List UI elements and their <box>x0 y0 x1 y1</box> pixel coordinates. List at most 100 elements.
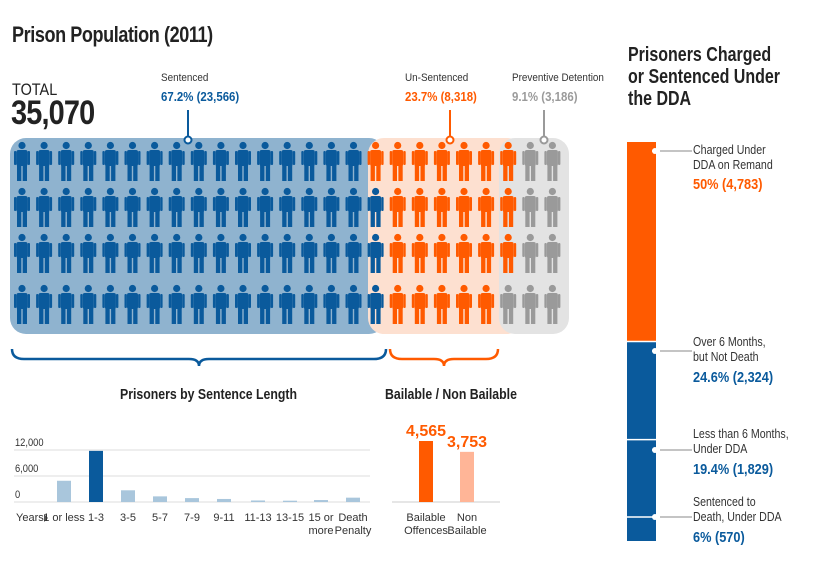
preventive-value: 9.1% (3,186) <box>512 89 578 104</box>
unsentenced-label: Un-Sentenced <box>405 72 469 84</box>
sentenced-person-icon <box>36 187 53 227</box>
sentenced-person-icon <box>257 233 274 273</box>
unsentenced-person-icon <box>433 284 450 324</box>
sentenced-person-icon <box>102 187 119 227</box>
unsentenced-person-icon <box>478 187 495 227</box>
dda-seg-3-line-1: Less than 6 Months, <box>693 427 789 441</box>
sentenced-person-icon <box>279 187 296 227</box>
unsentenced-person-icon <box>411 141 428 181</box>
dda-seg-2-line-2: but Not Death <box>693 350 759 364</box>
sentence-length-bar <box>121 490 135 502</box>
sentenced-person-icon <box>235 141 251 181</box>
preventive-person-icon <box>544 187 561 227</box>
sentenced-person-icon <box>14 284 30 324</box>
sentenced-person-icon <box>301 284 318 324</box>
sentenced-person-icon <box>279 141 296 181</box>
dda-title-line-2: or Sentenced Under <box>628 66 781 88</box>
dda-seg-3-line-2: Under DDA <box>693 442 748 456</box>
unsentenced-person-icon <box>456 187 472 227</box>
category-label: 3-5 <box>120 512 136 524</box>
dda-seg-4-line-1: Sentenced to <box>693 495 756 509</box>
unsentenced-person-icon <box>367 141 384 181</box>
unsentenced-person-icon <box>500 233 517 273</box>
lower-charts: 0 6,000 12,000 Years 1 or less 1-3 3-5 5-7 7-9 9… <box>14 423 500 537</box>
bailable-value-label: 4,565 <box>406 423 446 440</box>
sentence-length-bar <box>89 450 103 502</box>
unsentenced-leader-dot <box>445 135 455 145</box>
total-value: 35,070 <box>11 94 95 132</box>
dda-segment <box>627 341 656 440</box>
category-label: 1 or less <box>43 512 85 524</box>
pictograph <box>10 110 569 367</box>
sentenced-person-icon <box>80 187 97 227</box>
unsentenced-person-icon <box>433 141 450 181</box>
sentence-length-bar <box>57 480 71 502</box>
sentenced-person-icon <box>58 187 75 227</box>
bailable-title: Bailable / Non Bailable <box>385 386 517 403</box>
category-label: Penalty <box>335 525 372 537</box>
unsentenced-person-icon <box>456 284 472 324</box>
sentenced-person-icon <box>80 233 97 273</box>
unsentenced-person-icon <box>411 233 428 273</box>
sentence-length-bar <box>217 498 231 502</box>
sentenced-person-icon <box>235 187 251 227</box>
sentenced-person-icon <box>146 141 163 181</box>
sentenced-person-icon <box>168 187 185 227</box>
sentenced-leader-dot <box>183 135 193 145</box>
sentenced-person-icon <box>168 284 185 324</box>
sentenced-person-icon <box>80 284 97 324</box>
sentenced-person-icon <box>257 284 274 324</box>
unsentenced-person-icon <box>478 284 495 324</box>
sentenced-person-icon <box>190 141 207 181</box>
sentenced-person-icon <box>124 187 141 227</box>
sentenced-person-icon <box>323 187 340 227</box>
dda-seg-1-line-1: Charged Under <box>693 143 766 157</box>
dda-segment <box>627 142 656 342</box>
preventive-region <box>499 138 569 334</box>
sentenced-person-icon <box>367 233 384 273</box>
dda-title: Prisoners Charged or Sentenced Under the… <box>628 44 780 110</box>
unsentenced-person-icon <box>411 187 428 227</box>
sentenced-person-icon <box>257 187 274 227</box>
sentenced-person-icon <box>212 187 229 227</box>
total-label: TOTAL <box>12 80 58 99</box>
sentenced-person-icon <box>212 233 229 273</box>
dda-title-line-1: Prisoners Charged <box>628 44 772 66</box>
x-axis-arrow-icon <box>44 514 48 522</box>
sentenced-person-icon <box>58 233 75 273</box>
bailable-category-label: Offences <box>404 525 448 537</box>
bailable-value-label: 3,753 <box>447 434 487 451</box>
sentenced-person-icon <box>367 284 384 324</box>
preventive-person-icon <box>522 233 539 273</box>
unsentenced-person-icon <box>478 233 495 273</box>
dda-leader-dot <box>652 148 658 154</box>
dda-seg-1-value: 50% (4,783) <box>693 176 763 193</box>
unsentenced-person-icon <box>389 141 406 181</box>
sentence-length-bar <box>283 500 297 502</box>
bailable-bar <box>419 441 433 502</box>
sentenced-person-icon <box>345 284 362 324</box>
page-title: Prison Population (2011) <box>12 22 213 47</box>
dda-seg-4-line-2: Death, Under DDA <box>693 510 782 524</box>
sentenced-person-icon <box>80 141 97 181</box>
bailable-category-label: Bailable <box>406 512 445 524</box>
category-label: 13-15 <box>276 512 304 524</box>
sentence-length-bar <box>153 496 167 502</box>
sentenced-person-icon <box>146 233 163 273</box>
sentenced-person-icon <box>14 187 30 227</box>
category-label: Death <box>338 512 367 524</box>
dda-title-line-3: the DDA <box>628 88 692 110</box>
sentenced-person-icon <box>323 233 340 273</box>
sentenced-person-icon <box>146 187 163 227</box>
unsentenced-person-icon <box>389 233 406 273</box>
preventive-person-icon <box>522 141 539 181</box>
sentenced-person-icon <box>102 284 119 324</box>
sentenced-person-icon <box>345 233 362 273</box>
sentence-length-bar <box>185 498 199 502</box>
dda-seg-4-value: 6% (570) <box>693 529 745 546</box>
x-axis-label: Years <box>16 512 44 524</box>
preventive-leader-dot <box>539 135 549 145</box>
sentenced-person-icon <box>36 141 53 181</box>
category-label: 11-13 <box>244 512 271 524</box>
sentenced-person-icon <box>168 141 185 181</box>
